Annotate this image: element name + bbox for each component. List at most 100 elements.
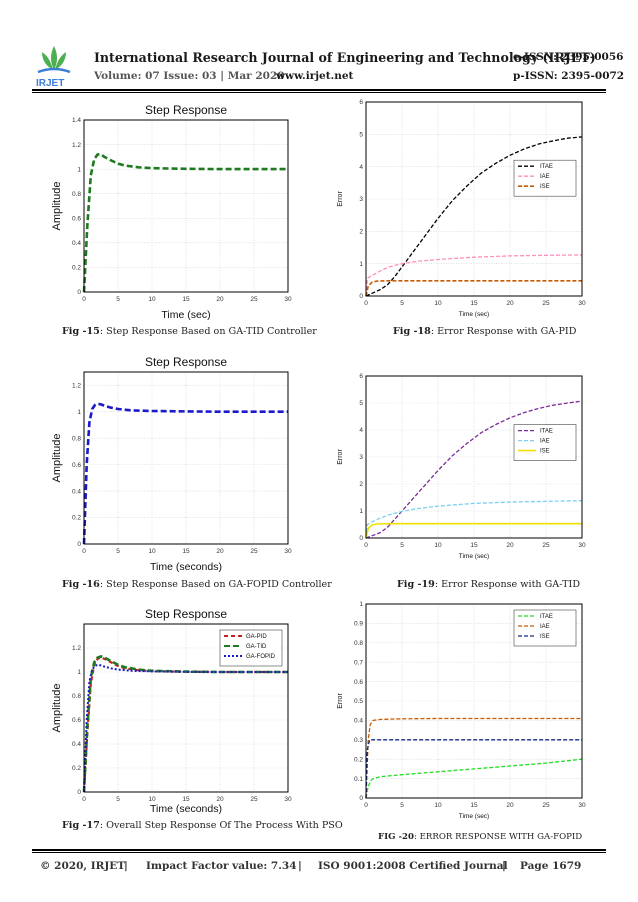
axes-box: [83, 623, 289, 793]
caption-fig20: Fig -20: Error Response with GA-FOPID: [378, 832, 583, 842]
chart-svg: 0 5 10 15 20 25 30 0 0.1 0.2 0.3 0.4 0.5 0.6 0.7 0.8 0.9…: [337, 601, 586, 820]
legend-label: GA-FOPID: [246, 654, 276, 660]
y-tick-label: 6: [359, 373, 363, 380]
series-line-ga-fopid: [83, 663, 288, 793]
y-tick-label: 3: [359, 196, 363, 203]
y-axis-label: Error: [337, 449, 344, 465]
header-rule: [32, 89, 606, 91]
x-tick-label: 5: [400, 542, 404, 549]
footer-separator: |: [124, 860, 128, 872]
chart-svg: 0 5 10 15 20 25 30 0 1 2 3 4 5 6 Time (sec) Error ITAE IA…: [337, 99, 586, 318]
legend-label: ISE: [540, 184, 550, 190]
chart-fig15: 0 5 10 15 20 25 30 0 0.2 0.4 0.6 0.8 1 1.2 1.4 Step Res…: [50, 98, 300, 320]
series-line-ise: [365, 522, 582, 539]
volume-issue: Volume: 07 Issue: 03 | Mar 2020: [94, 70, 285, 82]
footer-page-number: Page 1679: [520, 860, 582, 872]
x-tick-label: 15: [470, 300, 478, 307]
x-axis-label: Time (sec): [459, 553, 489, 560]
y-axis-label: Error: [337, 693, 344, 709]
axes-box: [365, 101, 583, 297]
legend-label: IAE: [540, 624, 550, 630]
y-tick-label: 0.2: [72, 515, 81, 522]
y-tick-label: 0.6: [72, 717, 81, 724]
x-tick-label: 25: [542, 802, 550, 809]
legend-label: ITAE: [540, 164, 553, 170]
x-axis-label: Time (sec): [459, 311, 489, 318]
y-tick-label: 0.4: [354, 718, 363, 725]
x-tick-label: 15: [470, 542, 478, 549]
series-line-ise: [365, 739, 582, 799]
x-tick-label: 30: [578, 542, 586, 549]
page-footer: © 2020, IRJET | Impact Factor value: 7.3…: [0, 860, 638, 890]
axes-box: [365, 603, 583, 799]
footer-rule: [32, 849, 606, 851]
x-axis-label: Time (sec): [459, 813, 489, 820]
series-line-iae: [365, 717, 582, 799]
x-tick-label: 15: [182, 548, 190, 555]
footer-separator: |: [298, 860, 302, 872]
y-tick-label: 0.8: [72, 693, 81, 700]
website-link[interactable]: www.irjet.net: [276, 70, 354, 82]
page-header: IRJET International Research Journal of …: [0, 0, 638, 96]
journal-title: International Research Journal of Engine…: [94, 50, 596, 65]
y-tick-label: 0: [77, 541, 81, 548]
y-tick-label: 1: [77, 409, 81, 416]
y-tick-label: 4: [359, 164, 363, 171]
y-tick-label: 1.2: [72, 645, 81, 652]
legend-label: ITAE: [540, 614, 553, 620]
x-tick-label: 20: [216, 296, 224, 303]
x-tick-label: 30: [578, 300, 586, 307]
x-tick-label: 0: [82, 548, 86, 555]
x-tick-label: 5: [116, 548, 120, 555]
x-tick-label: 25: [250, 548, 258, 555]
x-tick-label: 15: [182, 296, 190, 303]
x-tick-label: 5: [116, 796, 120, 803]
legend-label: GA-PID: [246, 634, 267, 640]
series-line-ise: [365, 280, 582, 297]
y-tick-label: 0.2: [354, 756, 363, 763]
x-tick-label: 20: [506, 300, 514, 307]
y-tick-label: 0: [359, 535, 363, 542]
axes-box: [365, 375, 583, 539]
y-axis-label: Error: [337, 191, 344, 207]
y-tick-label: 2: [359, 481, 363, 488]
x-tick-label: 5: [400, 802, 404, 809]
p-issn: p-ISSN: 2395-0072: [513, 70, 625, 82]
chart-fig19: 0 5 10 15 20 25 30 0 1 2 3 4 5 6 Time (sec) Error ITAE IA…: [336, 370, 596, 560]
caption-fig15: Fig -15: Step Response Based on GA-TID C…: [62, 326, 317, 337]
y-tick-label: 0.6: [354, 679, 363, 686]
y-tick-label: 1: [77, 166, 81, 173]
y-tick-label: 0: [77, 289, 81, 296]
y-tick-label: 1.2: [72, 382, 81, 389]
y-tick-label: 5: [359, 400, 363, 407]
chart-title: Step Response: [145, 103, 227, 117]
x-tick-label: 0: [364, 542, 368, 549]
chart-title: Step Response: [145, 355, 227, 369]
x-tick-label: 20: [506, 802, 514, 809]
x-tick-label: 30: [578, 802, 586, 809]
series-line-iae: [365, 254, 583, 297]
e-issn: e-ISSN: 2395-0056: [513, 51, 624, 63]
x-tick-label: 5: [116, 296, 120, 303]
x-axis-label: Time (seconds): [150, 803, 222, 814]
y-tick-label: 4: [359, 427, 363, 434]
y-tick-label: 1.4: [72, 117, 81, 124]
x-tick-label: 10: [434, 300, 442, 307]
x-tick-label: 25: [250, 796, 258, 803]
header-rule-thin: [32, 92, 606, 93]
x-tick-label: 30: [284, 296, 292, 303]
series-line-iae: [365, 500, 583, 539]
axes-box: [83, 371, 289, 545]
footer-copyright: © 2020, IRJET: [40, 860, 126, 872]
x-axis-label: Time (seconds): [150, 561, 222, 572]
y-tick-label: 0.2: [72, 765, 81, 772]
x-tick-label: 0: [82, 796, 86, 803]
legend-label: IAE: [540, 439, 550, 445]
x-tick-label: 0: [364, 300, 368, 307]
x-tick-label: 20: [506, 542, 514, 549]
y-tick-label: 0.1: [354, 776, 363, 783]
caption-fig16: Fig -16: Step Response Based on GA-FOPID…: [62, 579, 332, 590]
footer-separator: |: [502, 860, 506, 872]
series-line-itae: [365, 136, 583, 297]
y-tick-label: 0.5: [354, 698, 363, 705]
